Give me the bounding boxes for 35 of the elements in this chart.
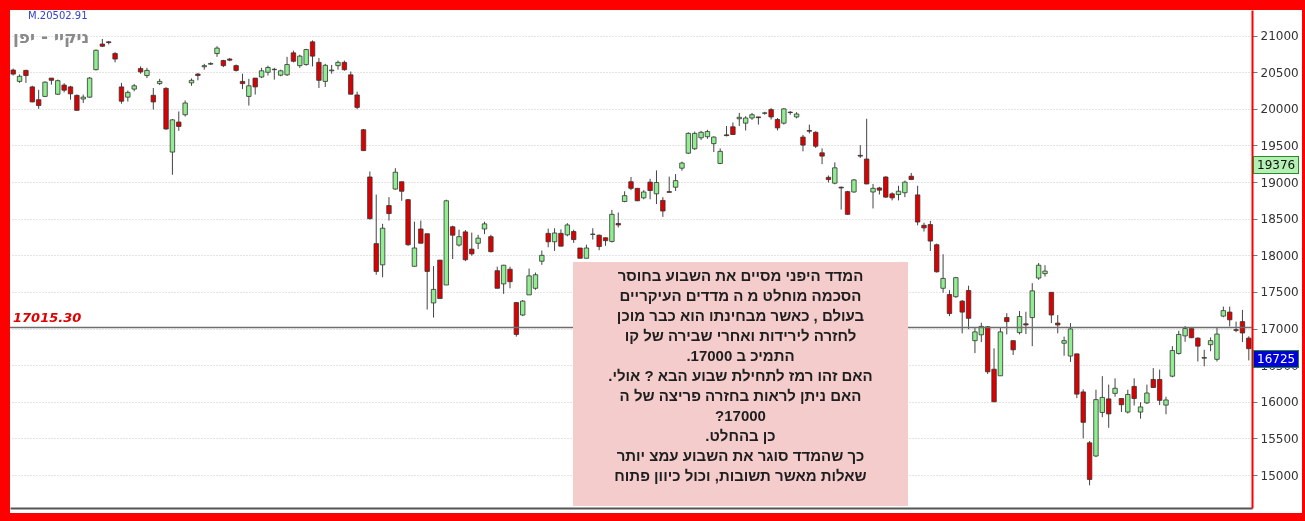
y-tick-label: 20500 (1260, 65, 1299, 80)
candlestick (1246, 335, 1252, 361)
candlestick (360, 128, 367, 152)
candlestick (838, 186, 844, 211)
candlestick (23, 69, 29, 84)
text: 16725 (1253, 350, 1300, 368)
note-box: המדד היפני מסיים את השבוע בחוסר הסכמה מוחלט מ ה מדדים העיקריים בעולם , כאשר מבחינתו הוא כבר מוכן לחזרה לירידות ואחרי שבירה של קו התמיכ ב 17000. האם זהו רמז לתחילת שבוע הבא ? אולי. האם ניתן לראות בחזרה פריצה של ה 17000? כן בהחלט. כך שהמדד סוגר את השבוע עמצ יותר שאלות מאשר תשובות, וכול כיוון פתוח (573, 262, 908, 506)
candlestick (1048, 291, 1054, 324)
y-tick-label: 19000 (1260, 175, 1299, 190)
y-tick-label: 17000 (1260, 322, 1299, 337)
text: ניקיי - יפן (13, 27, 90, 47)
candlestick (150, 87, 156, 111)
y-tick-label: 18500 (1260, 212, 1299, 227)
candlestick (1004, 312, 1010, 335)
y-tick-label: 16000 (1260, 395, 1299, 410)
candlestick (386, 196, 392, 222)
candlestick (940, 253, 946, 294)
annotation: M.20502.91 (28, 10, 88, 21)
candlestick (411, 221, 418, 267)
candlestick (195, 72, 201, 81)
y-tick-label: 21000 (1260, 29, 1299, 44)
candlestick (660, 196, 666, 218)
y-tick-label: 17500 (1260, 285, 1299, 300)
candlestick (590, 227, 596, 241)
y-tick-label: 15500 (1260, 431, 1299, 446)
candlestick (475, 234, 481, 250)
text: 19376 (1253, 156, 1300, 174)
y-tick-label: 18000 (1260, 248, 1299, 263)
candlestick (1112, 377, 1118, 398)
y-tick-label: 20000 (1260, 102, 1299, 117)
y-tick-label: 19500 (1260, 138, 1299, 153)
candlestick (1055, 314, 1061, 334)
candlestick (819, 147, 825, 165)
y-tick-label: 15000 (1260, 468, 1299, 483)
ref-line-label: 17015.30 (13, 310, 82, 326)
